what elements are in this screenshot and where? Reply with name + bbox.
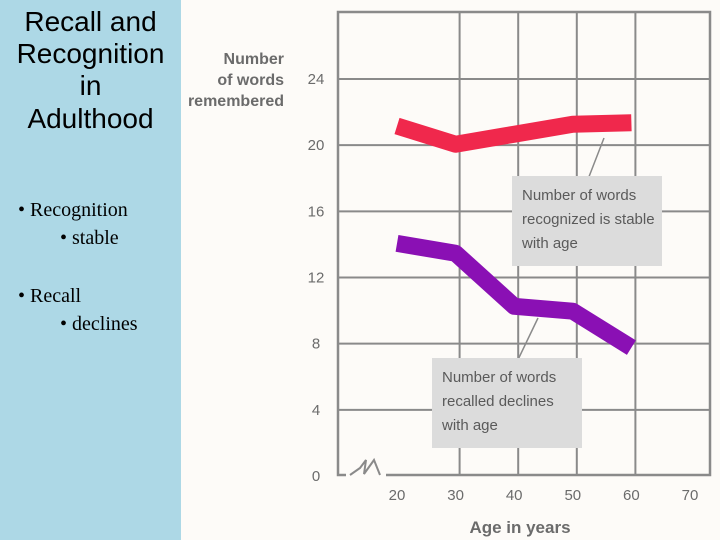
axis-break-zigzag — [349, 457, 381, 476]
y-tick-label: 4 — [312, 402, 320, 419]
bullet-item: • Recognition — [18, 199, 128, 221]
y-tick-label: 0 — [312, 468, 320, 485]
x-tick-label: 60 — [623, 487, 640, 504]
x-tick-label: 30 — [447, 487, 464, 504]
slide-title: Recall and Recognition in Adulthood — [0, 6, 181, 135]
line-chart: 0 4 8 12 16 20 24 20 30 40 50 60 70 Age in years Numbe… — [188, 10, 712, 537]
series-line-recall — [395, 235, 636, 355]
annotation-text: Number of words recognized is stable with … — [521, 187, 655, 252]
y-tick-label: 24 — [308, 71, 325, 88]
y-tick-label: 16 — [308, 203, 325, 220]
left-panel: Recall and Recognition in Adulthood • Re… — [0, 0, 181, 540]
sub-bullet-label: stable — [72, 227, 119, 249]
annotation-text: Number of words recalled declines with age — [441, 369, 556, 434]
x-tick-label: 70 — [682, 487, 699, 504]
y-axis-label: Number of words remembered — [188, 51, 284, 110]
series-line-recognition — [394, 114, 632, 153]
annotation-box — [512, 176, 662, 266]
y-axis-label-line: Number — [224, 51, 284, 68]
annotation-line: Number of words — [522, 187, 636, 204]
annotation-box — [432, 358, 582, 448]
annotation-line: recalled declines — [442, 393, 554, 410]
bullet-item: • Recall — [18, 285, 82, 307]
title-line: Recall and — [24, 6, 157, 37]
y-axis-label-line: of words — [217, 72, 284, 89]
title-line: Recognition — [16, 38, 165, 70]
annotation-line: with age — [441, 417, 498, 434]
x-tick-label: 50 — [564, 487, 581, 504]
sub-bullet-item: • declines — [60, 313, 138, 335]
sub-bullet-label: declines — [72, 313, 138, 335]
y-tick-label: 20 — [308, 137, 325, 154]
y-axis-label-line: remembered — [188, 93, 284, 110]
annotation-line: recognized is stable — [522, 211, 655, 228]
sub-bullet-item: • stable — [60, 227, 119, 249]
annotation-line: Number of words — [442, 369, 556, 386]
bullet-label: Recall — [30, 285, 82, 307]
title-line: Adulthood — [27, 102, 154, 134]
x-axis-label: Age in years — [469, 518, 570, 537]
x-tick-label: 40 — [506, 487, 523, 504]
chart-area: 0 4 8 12 16 20 24 20 30 40 50 60 70 Age in years Numbe… — [181, 0, 720, 540]
bullet-label: Recognition — [30, 199, 128, 221]
title-line: in — [79, 70, 102, 102]
bullet-list: • Recognition • stable • Recall • declin… — [18, 196, 178, 338]
y-tick-label: 8 — [312, 336, 320, 353]
annotation-line: with age — [521, 235, 578, 252]
y-tick-label: 12 — [308, 270, 325, 287]
x-tick-label: 20 — [389, 487, 406, 504]
